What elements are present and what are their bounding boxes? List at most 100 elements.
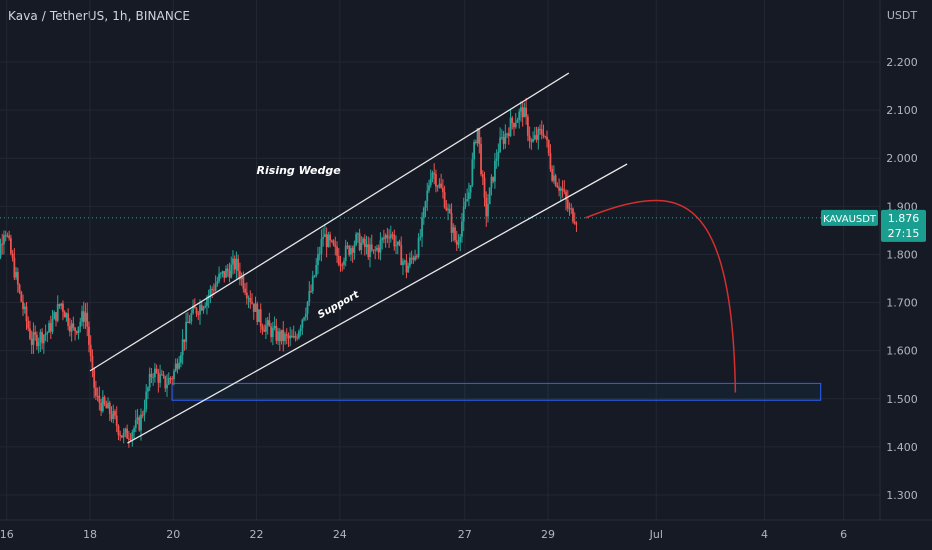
y-tick-label: 2.200 [886, 56, 918, 69]
candle-body [327, 234, 330, 248]
candle-body [291, 335, 293, 338]
candle-body [467, 192, 470, 200]
symbol-badge [821, 209, 878, 226]
candle-body [415, 256, 418, 258]
currency-label: USDT [887, 9, 918, 22]
candle-body [386, 235, 389, 238]
projection-curve [585, 199, 737, 393]
candle-body [162, 374, 165, 377]
candle-body [308, 291, 311, 302]
candle-body [435, 174, 437, 187]
candle-body [337, 255, 340, 265]
candle-body [235, 258, 238, 270]
candle-body [117, 425, 120, 435]
candle-body [339, 264, 342, 266]
candle-body [164, 376, 167, 389]
candle-body [495, 158, 498, 161]
candle-body [323, 234, 326, 237]
candle-body [98, 395, 101, 403]
candle-body [471, 159, 474, 186]
candle-body [332, 240, 335, 246]
interval-label: 1h [112, 9, 128, 23]
y-tick-label: 2.000 [886, 152, 918, 165]
candle-body [216, 281, 219, 285]
y-tick-label: 2.100 [886, 104, 918, 117]
y-tick-label: 1.600 [886, 345, 918, 358]
candle-body [89, 344, 92, 356]
symbol-name: Kava / TetherUS [8, 9, 105, 23]
candle-body [289, 335, 292, 339]
candle-body [219, 273, 222, 275]
candle-body [551, 169, 554, 181]
candle-body [230, 264, 233, 278]
candle-body [572, 208, 574, 222]
candle-body [65, 313, 68, 318]
candle-body [238, 271, 241, 280]
candle-body [561, 188, 564, 191]
candle-body [370, 244, 373, 251]
candle-body [11, 253, 14, 258]
candle-body [209, 288, 212, 296]
y-tick-label: 1.800 [886, 248, 918, 261]
candle-body [499, 137, 502, 152]
candle-body [376, 247, 378, 251]
candle-body [440, 183, 443, 188]
candle-body [296, 337, 299, 339]
candle-body [75, 331, 78, 334]
candle-body [101, 397, 104, 412]
candle-body [91, 355, 94, 369]
candle-body [436, 186, 439, 188]
candle-body [8, 235, 11, 239]
candle-body [433, 172, 436, 175]
time-axis [0, 520, 880, 550]
candle-body [46, 332, 49, 334]
candle-body [412, 258, 415, 260]
price-badge-value: 1.876 [888, 212, 920, 225]
candle-body [382, 238, 385, 240]
x-tick-label: 4 [761, 528, 768, 541]
candle-body [516, 119, 519, 123]
candle-body [180, 355, 182, 363]
candle-body [325, 234, 328, 248]
x-tick-label: 18 [83, 528, 97, 541]
candle-body [277, 331, 279, 341]
candle-body [318, 253, 321, 255]
candles [0, 97, 578, 448]
candle-body [200, 304, 203, 311]
candle-body [29, 328, 31, 339]
candle-body [53, 312, 56, 320]
wedge-lower-trendline [127, 163, 628, 444]
candle-body [233, 258, 236, 270]
candle-body [3, 235, 5, 245]
candle-body [369, 244, 371, 258]
candle-body [190, 313, 193, 322]
candle-body [100, 402, 103, 412]
candle-body [36, 334, 38, 347]
candle-body [443, 192, 446, 208]
candle-body [537, 128, 540, 140]
candle-body [575, 223, 578, 225]
y-tick-label: 1.700 [886, 297, 918, 310]
candle-body [396, 241, 399, 246]
candle-body [317, 254, 319, 265]
candle-body [573, 221, 576, 224]
candle-body [214, 284, 217, 291]
candle-body [329, 234, 332, 241]
candle-body [310, 291, 312, 293]
candle-body [502, 137, 505, 144]
candle-body [379, 240, 382, 253]
candle-body [556, 185, 559, 188]
candle-body [185, 321, 188, 342]
candle-body [521, 107, 524, 118]
candle-body [565, 191, 567, 201]
candle-body [266, 320, 269, 326]
candle-body [476, 128, 479, 143]
candle-body [400, 244, 403, 266]
x-tick-label: Jul [649, 528, 663, 541]
candle-body [206, 298, 208, 306]
candle-body [176, 363, 179, 369]
candle-body [268, 320, 271, 327]
candle-body [341, 264, 344, 266]
